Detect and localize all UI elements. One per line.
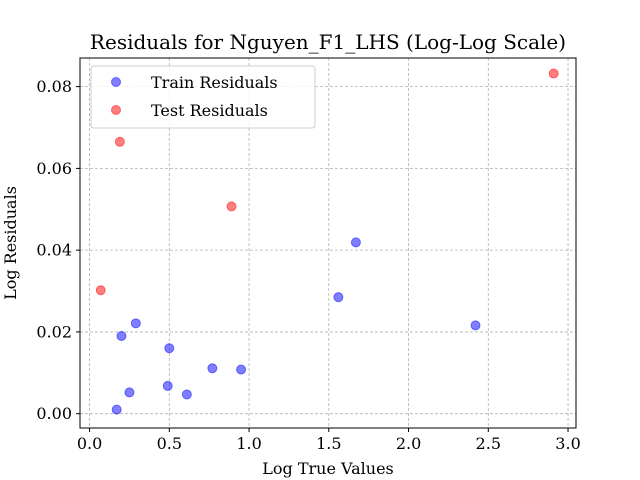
- axis-ticks: 0.0 0.5 1.0 1.5 2.0 2.5 3.0 0.00 0.02 0.04 0.06 0.0…: [36, 77, 580, 453]
- legend: Train Residuals Test Residuals: [90, 65, 316, 129]
- train-point: [124, 387, 135, 398]
- legend-label-test: Test Residuals: [151, 101, 268, 120]
- train-point: [207, 363, 218, 374]
- train-point: [116, 331, 127, 342]
- x-tick-label: 1.5: [316, 434, 341, 453]
- x-tick-label: 2.5: [476, 434, 501, 453]
- train-point: [164, 343, 175, 354]
- x-tick-label: 2.0: [396, 434, 421, 453]
- x-axis-label: Log True Values: [262, 459, 394, 478]
- grid-lines: [80, 58, 576, 428]
- y-tick-label: 0.08: [36, 77, 72, 96]
- legend-box: [90, 65, 316, 129]
- plot-area-frame: [79, 57, 577, 429]
- x-tick-label: 0.5: [157, 434, 182, 453]
- test-point: [548, 68, 559, 79]
- data-points: [95, 68, 559, 415]
- y-axis-label: Log Residuals: [1, 186, 20, 300]
- y-tick-label: 0.02: [36, 322, 72, 341]
- legend-marker-test: [111, 105, 121, 115]
- test-point: [226, 201, 237, 212]
- train-point: [350, 237, 361, 248]
- y-tick-label: 0.00: [36, 404, 72, 423]
- train-point: [162, 380, 173, 391]
- train-point: [470, 320, 481, 331]
- train-point: [236, 364, 247, 375]
- y-tick-label: 0.04: [36, 241, 72, 260]
- test-point: [114, 136, 125, 147]
- legend-marker-train: [111, 77, 121, 87]
- train-point: [111, 404, 122, 415]
- train-point: [333, 292, 344, 303]
- x-tick-label: 0.0: [77, 434, 102, 453]
- train-point: [130, 318, 141, 329]
- x-tick-label: 3.0: [555, 434, 580, 453]
- test-point: [95, 285, 106, 296]
- y-tick-label: 0.06: [36, 159, 72, 178]
- train-point: [181, 389, 192, 400]
- chart-title: Residuals for Nguyen_F1_LHS (Log-Log Sca…: [90, 30, 566, 54]
- legend-label-train: Train Residuals: [151, 73, 278, 92]
- x-tick-label: 1.0: [236, 434, 261, 453]
